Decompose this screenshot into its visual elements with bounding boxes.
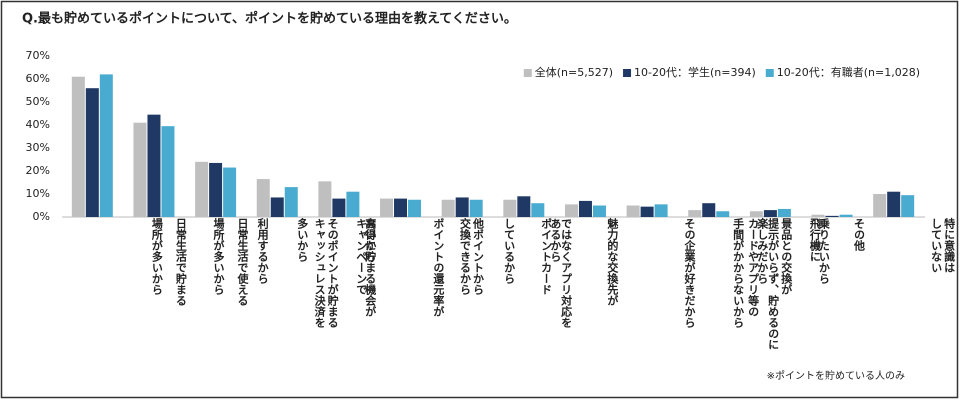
legend-swatch bbox=[765, 69, 774, 77]
note: ※ポイントを貯めている人のみ bbox=[767, 370, 905, 382]
bar bbox=[763, 210, 777, 217]
bar bbox=[839, 214, 853, 217]
bar bbox=[195, 161, 209, 217]
bar bbox=[380, 198, 394, 217]
y-tick-label: 50% bbox=[26, 95, 50, 108]
bar bbox=[71, 76, 85, 217]
bar bbox=[626, 205, 640, 217]
bar bbox=[147, 114, 161, 217]
bar bbox=[503, 199, 517, 217]
bar bbox=[811, 214, 825, 217]
chart-title: Q.最も貯めているポイントについて、ポイントを貯めている理由を教えてください。 bbox=[22, 11, 517, 27]
bar bbox=[873, 194, 887, 217]
bar bbox=[702, 203, 716, 217]
bar bbox=[85, 88, 99, 217]
y-tick-label: 40% bbox=[26, 118, 50, 131]
y-tick-label: 30% bbox=[26, 141, 50, 154]
y-tick-label: 10% bbox=[26, 187, 50, 200]
bar bbox=[716, 211, 730, 217]
bar bbox=[270, 197, 284, 217]
bar bbox=[99, 74, 113, 218]
y-tick-label: 60% bbox=[26, 72, 50, 85]
y-tick-label: 20% bbox=[26, 164, 50, 177]
bar bbox=[455, 197, 469, 217]
bar bbox=[578, 200, 592, 217]
legend-label: 全体(n=5,527) bbox=[535, 65, 613, 79]
bar bbox=[256, 179, 270, 217]
bar bbox=[318, 181, 332, 217]
y-tick-label: 0% bbox=[33, 210, 50, 223]
bar bbox=[209, 162, 223, 217]
bar bbox=[564, 204, 578, 217]
bar bbox=[825, 215, 839, 217]
bar bbox=[592, 205, 606, 217]
bar bbox=[346, 191, 360, 217]
legend-swatch bbox=[523, 69, 532, 77]
bar bbox=[749, 211, 763, 217]
bar bbox=[688, 210, 702, 217]
bar bbox=[441, 199, 455, 217]
legend-label: 10-20代：有職者(n=1,028) bbox=[777, 65, 920, 79]
bar bbox=[531, 203, 545, 217]
bar bbox=[901, 195, 915, 217]
bar bbox=[469, 199, 483, 217]
bar bbox=[517, 196, 531, 217]
bar bbox=[161, 126, 175, 217]
legend-label: 10-20代：学生(n=394) bbox=[634, 65, 756, 79]
bar bbox=[887, 191, 901, 217]
bar bbox=[408, 199, 422, 217]
y-tick-label: 70% bbox=[26, 49, 50, 62]
bar bbox=[777, 208, 791, 217]
bar bbox=[332, 198, 346, 217]
bar bbox=[223, 167, 237, 217]
bar bbox=[133, 122, 147, 217]
bar bbox=[640, 206, 654, 217]
bar bbox=[284, 187, 298, 217]
bar bbox=[394, 198, 408, 217]
bar bbox=[654, 204, 668, 217]
legend-swatch bbox=[623, 69, 632, 77]
